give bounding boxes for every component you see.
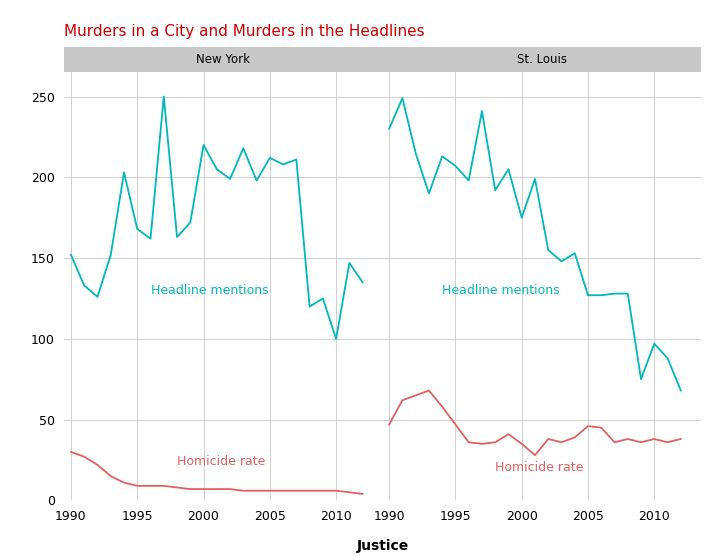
Text: Homicide rate: Homicide rate (177, 455, 265, 468)
Bar (64, 47, 383, 72)
Bar (383, 47, 701, 72)
Text: Murders in a City and Murders in the Headlines: Murders in a City and Murders in the Hea… (64, 24, 425, 39)
Text: Headline mentions: Headline mentions (442, 284, 560, 296)
Text: St. Louis: St. Louis (517, 53, 566, 66)
Text: New York: New York (197, 53, 250, 66)
Text: Homicide rate: Homicide rate (495, 461, 583, 474)
Text: Justice: Justice (356, 539, 409, 553)
Text: Headline mentions: Headline mentions (151, 284, 268, 296)
